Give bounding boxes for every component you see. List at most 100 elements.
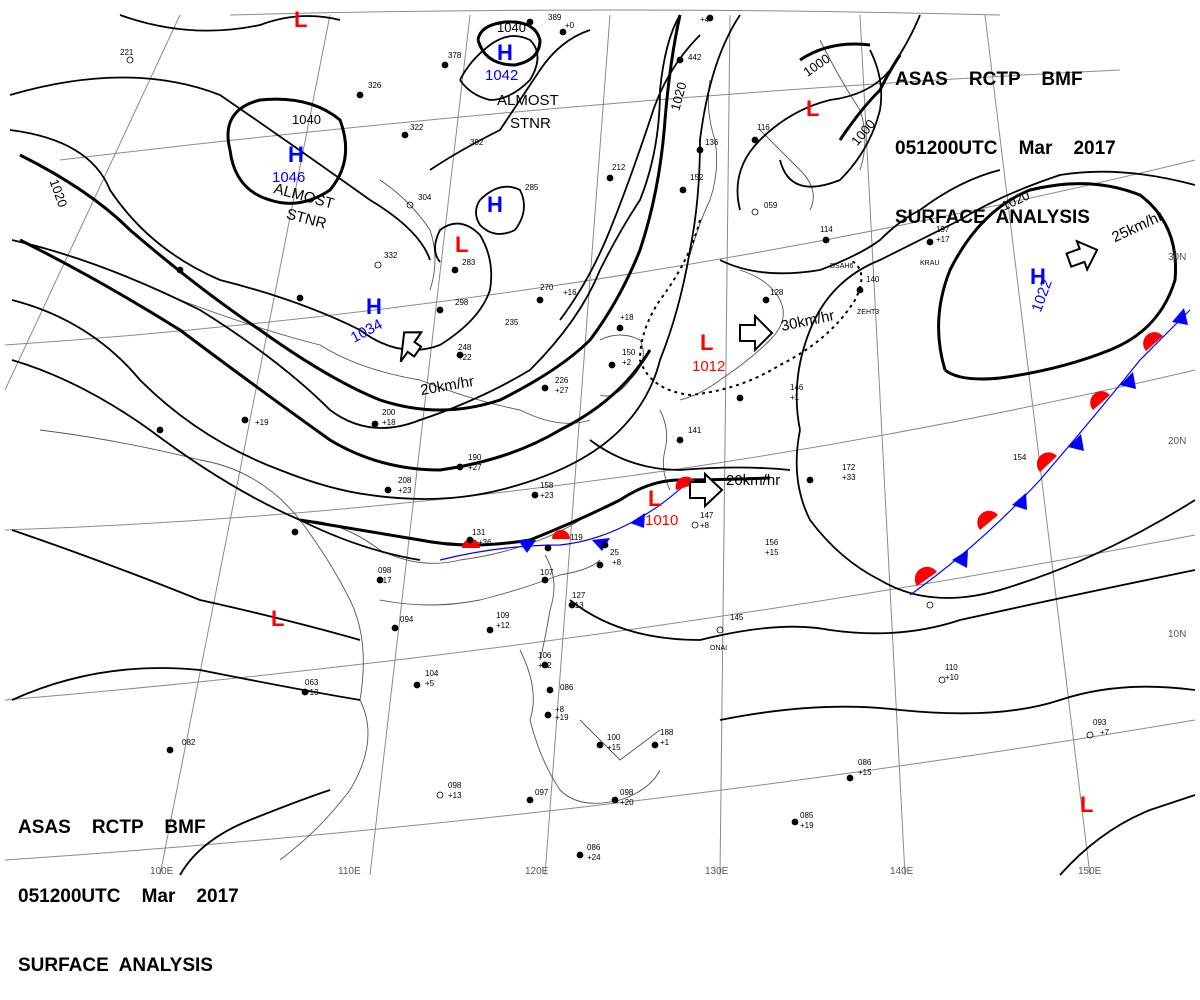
low-center-1-letter: L: [294, 7, 307, 32]
svg-text:378: 378: [448, 51, 462, 60]
svg-text:298: 298: [455, 298, 469, 307]
svg-text:+5: +5: [425, 679, 435, 688]
svg-text:104: 104: [425, 669, 439, 678]
isobars: [9, 14, 1196, 876]
high-center-2-letter: H: [497, 40, 513, 65]
svg-text:+8: +8: [612, 558, 622, 567]
lat-label: 30N: [1168, 252, 1186, 263]
svg-text:+0: +0: [565, 21, 575, 30]
svg-text:200: 200: [382, 408, 396, 417]
svg-text:+23: +23: [540, 491, 554, 500]
svg-text:+16: +16: [563, 288, 577, 297]
svg-text:442: 442: [688, 53, 702, 62]
svg-text:+8: +8: [555, 705, 565, 714]
isobar-label: 1020: [668, 80, 690, 112]
svg-text:+10: +10: [945, 673, 959, 682]
header-time-line: 051200UTC Mar 2017: [18, 886, 239, 907]
lon-label: 100E: [150, 866, 174, 877]
low-center-4-letter: L: [806, 96, 819, 121]
isobar-label: 1040: [497, 20, 526, 35]
svg-text:082: 082: [182, 738, 196, 747]
svg-text:235: 235: [505, 318, 519, 327]
lon-label: 110E: [338, 866, 361, 877]
svg-text:+15: +15: [607, 743, 621, 752]
station-code: ONAI: [710, 645, 727, 652]
svg-text:098: 098: [378, 566, 392, 575]
station-numbers: 221 326 322 378 304 332 283 389+0 212 392 285 2…: [120, 13, 1110, 862]
svg-text:+19: +19: [555, 713, 569, 722]
svg-text:+7: +7: [1100, 728, 1110, 737]
svg-text:+13: +13: [305, 688, 319, 697]
svg-text:+4: +4: [700, 15, 710, 24]
svg-text:25: 25: [610, 548, 619, 557]
svg-text:+12: +12: [496, 621, 510, 630]
header-type-line: SURFACE ANALYSIS: [18, 955, 213, 976]
dotted-trough: [638, 219, 863, 397]
low-center-2-letter: L: [455, 232, 468, 257]
svg-text:141: 141: [688, 426, 702, 435]
low-center-7-letter: L: [1080, 792, 1093, 817]
svg-text:+1: +1: [790, 393, 800, 402]
frontal-system: [909, 308, 1191, 596]
header-title-line: ASAS RCTP BMF: [895, 69, 1083, 90]
svg-text:226: 226: [555, 376, 569, 385]
svg-text:+17: +17: [378, 576, 392, 585]
high-center-1-letter: H: [288, 142, 304, 167]
svg-text:+27: +27: [468, 463, 482, 472]
low-center-3-letter: L: [700, 330, 713, 355]
lon-label: 120E: [525, 866, 549, 877]
svg-text:212: 212: [612, 163, 626, 172]
lat-label: 10N: [1168, 629, 1186, 640]
svg-text:326: 326: [368, 81, 382, 90]
station-codes: DSAH6 ZEHT3 KRAU ONAI: [710, 260, 939, 652]
station-code: ZEHT3: [857, 309, 879, 316]
svg-text:086: 086: [560, 683, 574, 692]
almost-label-2: ALMOST: [497, 92, 559, 109]
svg-text:114: 114: [820, 225, 833, 234]
svg-text:+12: +12: [538, 661, 552, 670]
svg-text:+20: +20: [620, 798, 634, 807]
svg-text:285: 285: [525, 183, 539, 192]
svg-text:109: 109: [496, 611, 510, 620]
svg-text:+36: +36: [478, 538, 492, 547]
svg-text:140: 140: [866, 275, 880, 284]
svg-text:+8: +8: [700, 521, 710, 530]
svg-text:086: 086: [858, 758, 872, 767]
svg-text:+19: +19: [255, 418, 269, 427]
svg-text:270: 270: [540, 283, 554, 292]
svg-text:131: 131: [472, 528, 486, 537]
svg-text:119: 119: [570, 533, 583, 542]
svg-text:304: 304: [418, 193, 432, 202]
svg-text:+2: +2: [622, 358, 632, 367]
isobar-label: 1040: [292, 112, 321, 127]
svg-text:+13: +13: [570, 601, 584, 610]
svg-text:145: 145: [730, 613, 744, 622]
coastlines: [39, 39, 866, 861]
high-center-2-value: 1042: [485, 67, 518, 84]
svg-text:+15: +15: [858, 768, 872, 777]
station-plots: [126, 14, 1094, 859]
svg-text:+18: +18: [620, 313, 634, 322]
svg-text:197: 197: [936, 225, 950, 234]
svg-text:156: 156: [765, 538, 779, 547]
low-center-5-value: 1010: [645, 512, 678, 529]
lon-label: 140E: [890, 866, 914, 877]
svg-text:+17: +17: [936, 235, 950, 244]
lon-label: 150E: [1078, 866, 1102, 877]
high-center-5-letter: H: [1030, 264, 1046, 289]
svg-text:100: 100: [607, 733, 621, 742]
high-center-4-letter: H: [366, 294, 382, 319]
svg-text:389: 389: [548, 13, 562, 22]
motion-label-4: 20km/hr: [726, 472, 780, 489]
svg-text:086: 086: [587, 843, 601, 852]
header-type-line: SURFACE ANALYSIS: [895, 207, 1090, 228]
weather-map: 221 326 322 378 304 332 283 389+0 212 392 285 2…: [4, 7, 1196, 877]
svg-text:208: 208: [398, 476, 412, 485]
svg-text:107: 107: [540, 568, 554, 577]
svg-text:128: 128: [770, 288, 784, 297]
svg-text:+15: +15: [765, 548, 779, 557]
svg-text:116: 116: [757, 123, 770, 132]
svg-text:158: 158: [540, 481, 554, 490]
svg-text:+19: +19: [800, 821, 814, 830]
svg-text:146: 146: [790, 383, 804, 392]
